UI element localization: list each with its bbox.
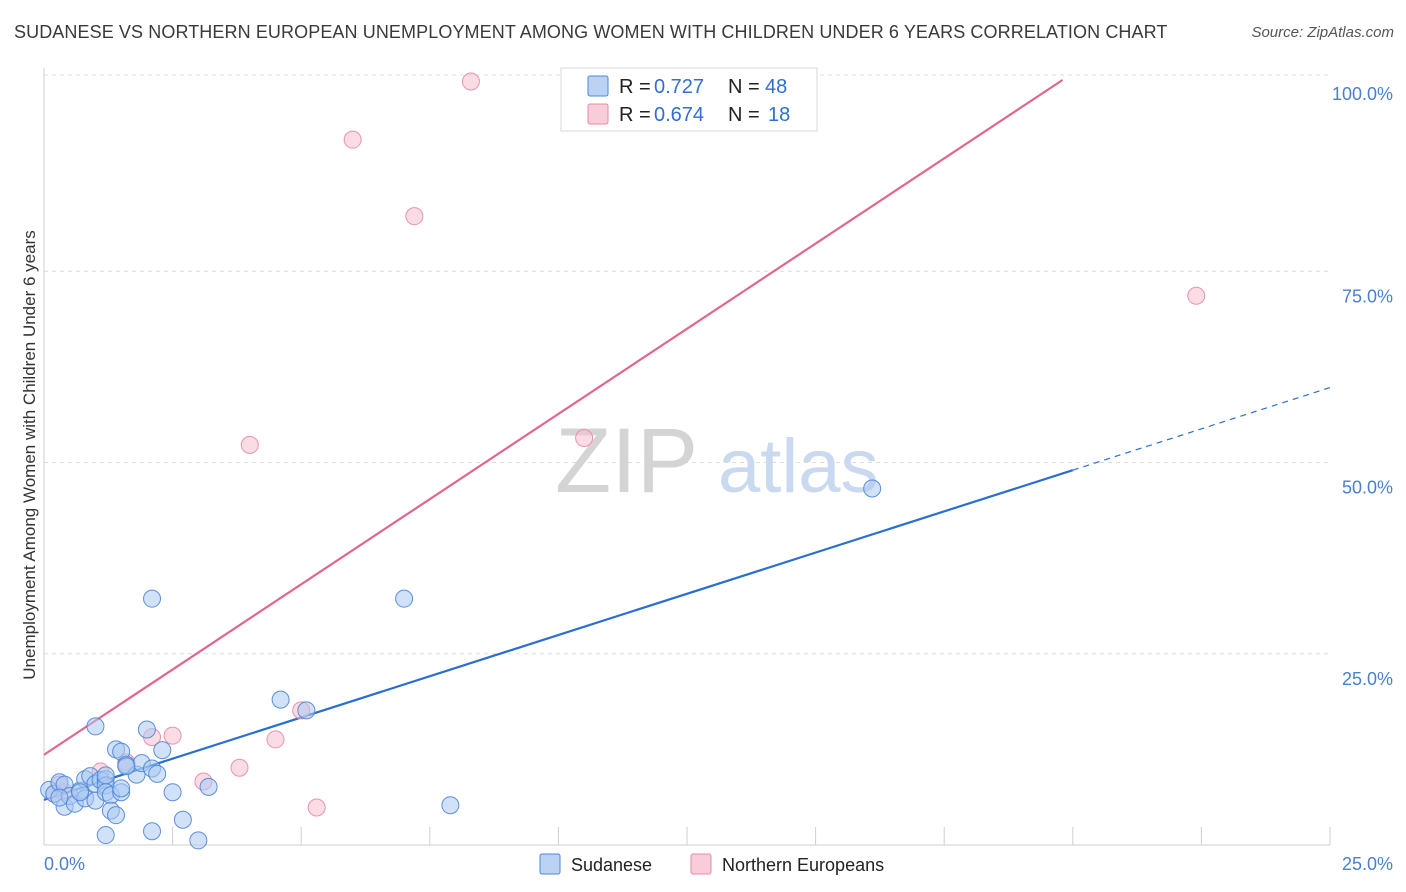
point-sudanese xyxy=(173,810,192,829)
y-tick-label: 50.0% xyxy=(1342,478,1393,498)
legend-n-label-northern: N = xyxy=(728,104,760,126)
point-northern xyxy=(405,207,424,226)
y-tick-label: 25.0% xyxy=(1342,669,1393,689)
point-northern xyxy=(230,758,249,777)
data-points xyxy=(40,72,1206,850)
source-credit: Source: ZipAtlas.com xyxy=(1251,24,1394,41)
point-sudanese xyxy=(863,479,882,498)
legend-series: Sudanese Northern Europeans xyxy=(539,853,884,875)
axes: 25.0% 50.0% 75.0% 100.0% 0.0% 25.0% xyxy=(43,68,1393,874)
point-sudanese xyxy=(50,788,69,807)
legend-bottom-swatch-sudanese xyxy=(539,853,561,875)
point-sudanese xyxy=(71,783,90,802)
point-sudanese xyxy=(96,826,115,845)
legend-r-label-northern: R = xyxy=(619,104,651,126)
point-sudanese xyxy=(107,806,126,825)
legend-n-value-northern: 18 xyxy=(768,104,790,126)
legend-bottom-label-sudanese: Sudanese xyxy=(571,855,652,875)
grid-lines xyxy=(44,74,1330,655)
point-sudanese xyxy=(117,757,136,776)
watermark: ZIP atlas xyxy=(555,410,879,512)
point-northern xyxy=(575,429,594,448)
x-tick-label: 25.0% xyxy=(1342,854,1393,874)
point-sudanese xyxy=(271,690,290,709)
chart-title: SUDANESE VS NORTHERN EUROPEAN UNEMPLOYME… xyxy=(14,22,1168,42)
point-sudanese xyxy=(137,720,156,739)
trend-line-sudanese-extension xyxy=(1072,386,1331,471)
point-sudanese xyxy=(153,741,172,760)
watermark-atlas: atlas xyxy=(718,424,879,509)
point-northern xyxy=(307,798,326,817)
point-sudanese xyxy=(297,701,316,720)
y-tick-label: 75.0% xyxy=(1342,286,1393,306)
legend-bottom-label-northern: Northern Europeans xyxy=(722,855,884,875)
point-northern xyxy=(343,130,362,149)
trend-line-sudanese xyxy=(43,469,1074,801)
point-sudanese xyxy=(148,764,167,783)
legend-r-label-sudanese: R = xyxy=(619,76,651,98)
point-sudanese xyxy=(441,796,460,815)
legend-swatch-sudanese xyxy=(587,75,609,97)
trend-line-northern xyxy=(43,79,1064,756)
legend-r-value-sudanese: 0.727 xyxy=(654,76,704,98)
point-sudanese xyxy=(96,766,115,785)
point-sudanese xyxy=(163,783,182,802)
point-northern xyxy=(266,730,285,749)
x-tick-label: 0.0% xyxy=(44,854,85,874)
legend-swatch-northern xyxy=(587,103,609,125)
y-tick-label: 100.0% xyxy=(1332,84,1393,104)
point-northern xyxy=(240,435,259,454)
watermark-zip: ZIP xyxy=(555,410,698,512)
point-sudanese xyxy=(395,589,414,608)
point-sudanese xyxy=(143,822,162,841)
legend-r-value-northern: 0.674 xyxy=(654,104,704,126)
trend-lines xyxy=(43,79,1331,801)
point-sudanese xyxy=(86,717,105,736)
legend-stats: R = 0.727 N = 48 R = 0.674 N = 18 xyxy=(560,67,818,132)
legend-bottom-swatch-northern xyxy=(690,853,712,875)
point-sudanese xyxy=(143,589,162,608)
point-sudanese xyxy=(199,777,218,796)
y-axis-label: Unemployment Among Women with Children U… xyxy=(20,230,39,679)
point-northern xyxy=(1187,286,1206,305)
point-sudanese xyxy=(112,779,131,798)
legend-n-value-sudanese: 48 xyxy=(765,76,787,98)
point-northern xyxy=(163,726,182,745)
point-northern xyxy=(461,72,480,91)
legend-n-label-sudanese: N = xyxy=(728,76,760,98)
point-sudanese xyxy=(189,831,208,850)
